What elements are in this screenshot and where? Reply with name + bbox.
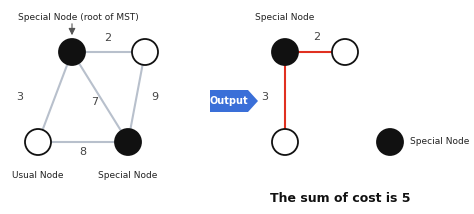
Text: Output: Output [210, 96, 248, 106]
Circle shape [115, 129, 141, 155]
Text: 8: 8 [80, 147, 87, 157]
Text: Special Node: Special Node [255, 12, 315, 21]
Text: The sum of cost is 5: The sum of cost is 5 [270, 193, 410, 205]
Text: Special Node: Special Node [98, 171, 158, 180]
FancyBboxPatch shape [210, 90, 248, 112]
Text: 3: 3 [17, 92, 24, 102]
Circle shape [132, 39, 158, 65]
Circle shape [377, 129, 403, 155]
Text: Special Node: Special Node [410, 138, 469, 147]
Text: 9: 9 [151, 92, 159, 102]
Text: 2: 2 [104, 33, 111, 43]
Text: Usual Node: Usual Node [12, 171, 64, 180]
Circle shape [272, 129, 298, 155]
Text: 3: 3 [262, 92, 268, 102]
Polygon shape [248, 90, 258, 112]
Circle shape [332, 39, 358, 65]
Circle shape [272, 39, 298, 65]
Text: 7: 7 [91, 97, 99, 107]
Circle shape [59, 39, 85, 65]
Text: 2: 2 [313, 32, 320, 42]
Circle shape [25, 129, 51, 155]
Text: Special Node (root of MST): Special Node (root of MST) [18, 12, 138, 21]
